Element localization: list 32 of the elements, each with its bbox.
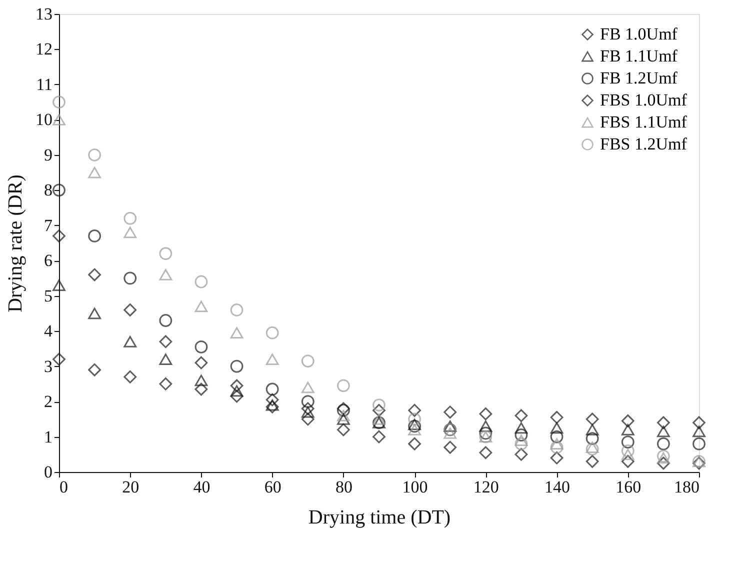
y-tick-label: 2: [44, 392, 52, 412]
y-tick-label: 11: [36, 74, 52, 94]
x-tick-label: 160: [616, 478, 642, 496]
legend-label: FBS 1.2Umf: [600, 134, 688, 154]
legend-label: FB 1.0Umf: [600, 24, 678, 44]
y-tick-label: 4: [44, 322, 53, 341]
y-tick-label: 6: [44, 251, 52, 270]
y-tick-label: 1: [44, 427, 52, 446]
legend-label: FBS 1.1Umf: [600, 112, 688, 132]
y-tick-label: 3: [44, 356, 52, 376]
legend-label: FB 1.1Umf: [600, 46, 678, 66]
y-tick-label: 10: [36, 110, 52, 130]
x-tick-label: 20: [122, 478, 140, 496]
y-tick-label: 5: [44, 286, 52, 306]
y-tick-label: 9: [44, 145, 52, 164]
y-tick-label: 13: [36, 4, 52, 24]
legend-label: FBS 1.0Umf: [600, 90, 688, 110]
x-axis-title: Drying time (DT): [308, 506, 451, 528]
legend-label: FB 1.2Umf: [600, 68, 678, 88]
y-tick-label: 7: [44, 216, 53, 235]
x-tick-label: 80: [335, 478, 352, 496]
y-tick-label: 12: [36, 40, 52, 59]
x-tick-label: 120: [473, 478, 499, 496]
x-tick-label: 60: [264, 478, 282, 496]
x-tick-label: 40: [193, 478, 210, 496]
y-axis-title: Drying rate (DR): [4, 174, 26, 312]
x-tick-label: 180: [674, 478, 700, 496]
y-tick-label: 0: [44, 462, 52, 482]
y-tick-label: 8: [44, 180, 52, 200]
x-tick-label: 140: [544, 478, 570, 496]
x-tick-label: 100: [402, 478, 428, 496]
x-tick-label: 0: [60, 478, 68, 496]
